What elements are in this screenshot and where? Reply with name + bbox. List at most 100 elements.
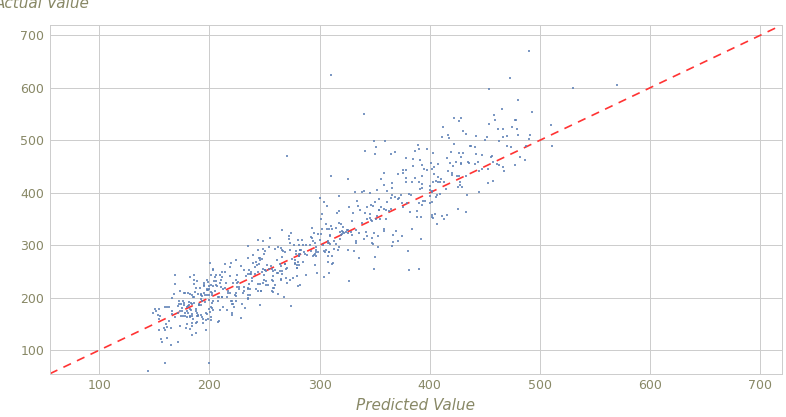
Point bbox=[224, 272, 237, 279]
Point bbox=[309, 247, 321, 254]
Point bbox=[263, 235, 276, 241]
Point bbox=[445, 172, 457, 179]
Point bbox=[512, 132, 524, 139]
Point bbox=[200, 317, 212, 323]
Point bbox=[375, 176, 387, 182]
Point bbox=[369, 253, 382, 260]
Point bbox=[461, 192, 473, 199]
Point bbox=[428, 171, 440, 177]
Point bbox=[231, 279, 244, 286]
Point bbox=[405, 192, 417, 198]
Point bbox=[188, 281, 200, 288]
Point bbox=[388, 149, 401, 156]
Point bbox=[322, 249, 335, 256]
Point bbox=[366, 241, 379, 248]
Point bbox=[272, 244, 285, 250]
Point bbox=[284, 239, 296, 246]
Point bbox=[377, 205, 390, 212]
Point bbox=[257, 276, 270, 283]
Point bbox=[307, 253, 319, 259]
Point bbox=[451, 184, 464, 191]
Point bbox=[483, 121, 495, 127]
Point bbox=[452, 150, 465, 156]
Point bbox=[318, 273, 330, 280]
Point bbox=[177, 298, 189, 305]
Point bbox=[217, 303, 230, 310]
Point bbox=[384, 194, 397, 201]
Point bbox=[321, 259, 334, 265]
Point bbox=[325, 173, 338, 179]
Point bbox=[193, 301, 205, 308]
Point bbox=[189, 308, 202, 314]
Point bbox=[222, 289, 234, 296]
Point bbox=[512, 97, 524, 103]
Point bbox=[254, 281, 266, 288]
Point bbox=[208, 283, 220, 289]
Point bbox=[372, 244, 384, 250]
Point bbox=[347, 210, 359, 217]
Point bbox=[361, 216, 373, 222]
Point bbox=[343, 278, 355, 285]
Point bbox=[285, 230, 298, 236]
Point bbox=[291, 264, 303, 271]
Point bbox=[328, 238, 340, 245]
Point bbox=[259, 247, 271, 254]
Point bbox=[258, 272, 270, 279]
Point bbox=[327, 259, 340, 266]
Point bbox=[299, 251, 311, 257]
Point bbox=[203, 283, 215, 289]
Point bbox=[243, 280, 255, 287]
Point bbox=[278, 261, 291, 268]
Point bbox=[440, 155, 453, 161]
Point bbox=[195, 291, 208, 298]
Point bbox=[296, 258, 309, 265]
Point bbox=[213, 294, 226, 301]
Point bbox=[352, 202, 365, 209]
Point bbox=[418, 166, 431, 173]
Point bbox=[421, 167, 434, 173]
Point bbox=[310, 270, 323, 276]
Point bbox=[523, 132, 536, 138]
Point bbox=[256, 265, 269, 272]
Point bbox=[406, 156, 419, 162]
Point bbox=[230, 256, 242, 263]
Point bbox=[358, 236, 371, 242]
Point bbox=[203, 360, 215, 367]
Point bbox=[292, 262, 305, 269]
Point bbox=[207, 298, 219, 304]
Point bbox=[342, 246, 354, 253]
Point bbox=[184, 314, 196, 321]
Point bbox=[316, 226, 329, 233]
Point bbox=[353, 230, 365, 237]
Point bbox=[454, 179, 467, 186]
Point bbox=[455, 161, 468, 167]
Point bbox=[369, 151, 381, 157]
Point bbox=[163, 318, 175, 325]
Point bbox=[369, 199, 381, 206]
Point bbox=[204, 304, 217, 310]
Point bbox=[230, 284, 243, 291]
Point bbox=[276, 254, 288, 260]
Point bbox=[488, 117, 501, 124]
Point bbox=[141, 368, 154, 375]
Point bbox=[289, 261, 302, 267]
Point bbox=[237, 266, 250, 273]
Point bbox=[285, 303, 298, 309]
Point bbox=[426, 199, 439, 206]
Point bbox=[440, 186, 453, 192]
Point bbox=[226, 300, 238, 307]
Point bbox=[501, 143, 513, 150]
Point bbox=[280, 266, 292, 273]
Point bbox=[487, 112, 500, 119]
Point bbox=[326, 226, 339, 232]
Point bbox=[343, 203, 355, 210]
Point bbox=[230, 277, 242, 284]
Point bbox=[397, 169, 410, 176]
Point bbox=[333, 220, 346, 226]
Point bbox=[255, 269, 268, 276]
Point bbox=[428, 210, 441, 217]
Point bbox=[266, 289, 279, 295]
Point bbox=[356, 220, 369, 226]
Point bbox=[242, 285, 255, 292]
Point bbox=[158, 327, 171, 334]
